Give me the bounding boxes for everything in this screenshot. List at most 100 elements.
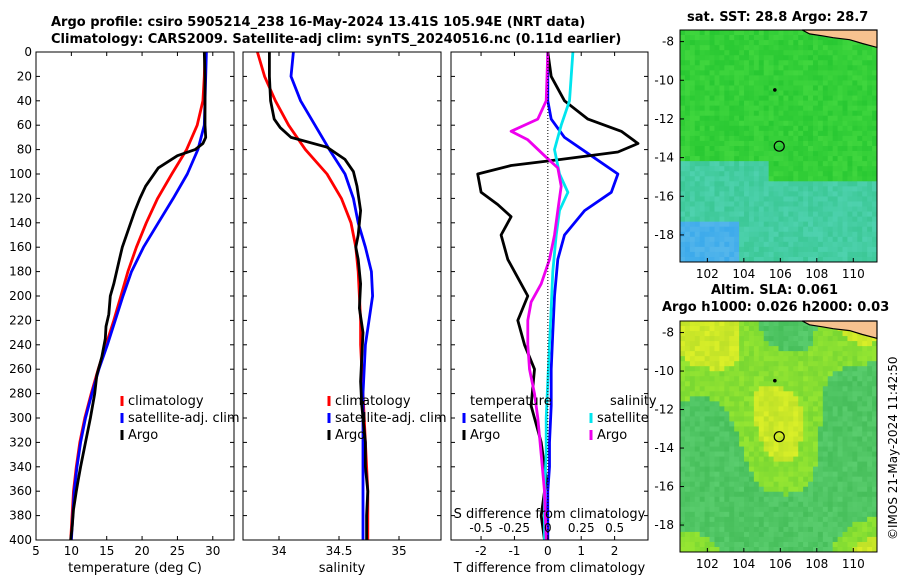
map-cell [788, 166, 794, 172]
map-cell [739, 246, 745, 253]
map-cell [709, 466, 715, 473]
map-cell [793, 456, 799, 463]
map-cell [763, 241, 770, 248]
map-cell [684, 536, 691, 543]
map-cell [753, 416, 760, 422]
map-cell [729, 45, 735, 51]
map-cell [783, 256, 789, 263]
map-cell [778, 176, 784, 182]
map-cell [729, 426, 735, 432]
map-cell [684, 156, 691, 162]
map-cell [793, 90, 799, 96]
map-cell [842, 456, 848, 463]
map-cell [724, 506, 730, 513]
map-cell [689, 105, 696, 112]
map-cell [763, 171, 770, 177]
map-cell [719, 351, 725, 357]
map-cell [773, 401, 779, 407]
map-cell [847, 536, 853, 543]
map-cell [808, 516, 814, 523]
map-cell [709, 506, 715, 513]
map-cell [729, 496, 735, 503]
map-cell [783, 496, 789, 503]
map-cell [793, 176, 799, 182]
map-cell [763, 60, 770, 66]
map-cell [699, 35, 706, 41]
map-cell [788, 406, 794, 412]
map-cell [739, 115, 745, 122]
map-cell [852, 471, 858, 478]
map-cell [744, 181, 750, 187]
map-cell [758, 120, 765, 127]
map-cell [763, 125, 770, 132]
map-cell [788, 135, 794, 142]
map-cell [744, 371, 750, 377]
map-cell [758, 326, 765, 332]
map-cell [709, 171, 715, 177]
map-cell [699, 461, 706, 468]
map-cell [847, 526, 853, 533]
map-cell [847, 246, 853, 253]
map-cell [808, 90, 814, 96]
map-cell [689, 446, 696, 452]
map-cell [832, 90, 838, 96]
map-cell [719, 161, 725, 167]
map-cell [773, 236, 779, 243]
map-cell [684, 471, 691, 478]
map-cell [778, 386, 784, 392]
map-cell [788, 35, 794, 41]
map-cell [694, 100, 701, 107]
map-cell [758, 476, 765, 483]
map-cell [704, 356, 710, 362]
map-cell [867, 361, 873, 367]
map-cell [847, 75, 853, 81]
map-cell [793, 45, 799, 51]
map-cell [808, 451, 814, 457]
map-cell [724, 140, 730, 147]
map-cell [822, 120, 829, 127]
map-cell [852, 120, 858, 127]
map-cell [783, 506, 789, 513]
map-cell [808, 391, 814, 397]
map-cell [867, 406, 873, 412]
map-cell [758, 196, 765, 202]
map-cell [867, 151, 873, 157]
map-cell [778, 226, 784, 233]
map-cell [778, 246, 784, 253]
map-cell [680, 461, 686, 468]
map-cell [808, 120, 814, 127]
map-cell [739, 336, 745, 342]
map-cell [842, 371, 848, 377]
map-cell [827, 221, 834, 228]
map-cell [714, 50, 720, 56]
map-cell [689, 521, 696, 528]
map-cell [748, 231, 755, 238]
map-cell [788, 496, 794, 503]
map-cell [803, 436, 809, 442]
map-cell [694, 201, 701, 207]
map-cell [709, 451, 715, 457]
map-cell [699, 85, 706, 91]
map-cell [694, 516, 701, 523]
map-cell [748, 336, 755, 342]
map-cell [847, 181, 853, 187]
map-cell [744, 146, 750, 152]
map-cell [822, 105, 829, 112]
map-cell [739, 226, 745, 233]
map-cell [724, 411, 730, 417]
map-cell [768, 546, 774, 553]
map-cell [714, 456, 720, 463]
map-cell [744, 506, 750, 513]
map-cell [872, 391, 878, 397]
map-cell [763, 85, 770, 91]
map-cell [773, 60, 779, 66]
map-cell [753, 35, 760, 41]
map-cell [709, 546, 715, 553]
map-cell [793, 441, 799, 447]
map-y-tick-label: -16 [654, 480, 674, 494]
map-cell [684, 216, 691, 223]
map-cell [744, 501, 750, 508]
map-cell [798, 356, 804, 362]
map-cell [684, 321, 691, 327]
map-cell [773, 216, 779, 223]
